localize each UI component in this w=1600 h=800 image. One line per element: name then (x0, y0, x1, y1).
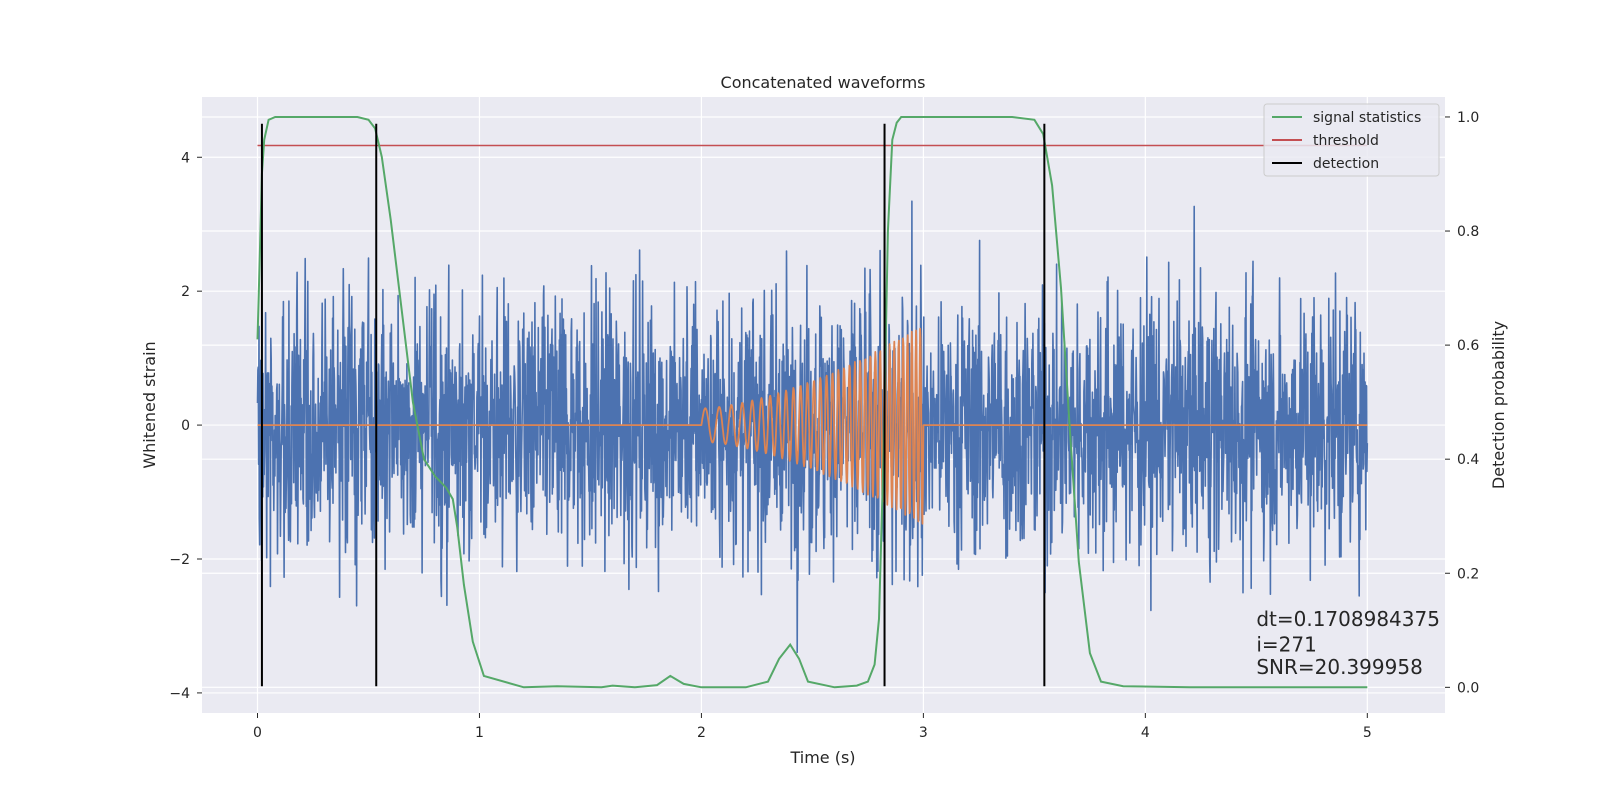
x-tick-label: 5 (1363, 725, 1372, 741)
x-tick-label: 4 (1141, 725, 1150, 741)
annotation-text: dt=0.1708984375 (1256, 607, 1440, 631)
y-tick-label: −2 (169, 552, 190, 568)
y-tick-label: 2 (181, 284, 190, 300)
x-tick-label: 1 (475, 725, 484, 741)
y-tick-label: −4 (169, 686, 190, 702)
detection-lines (260, 123, 1046, 687)
legend-label-signal-statistics: signal statistics (1313, 110, 1421, 126)
y-tick-label: 0 (181, 418, 190, 434)
chart-title: Concatenated waveforms (721, 73, 926, 92)
y-axis-right-ticks: 0.0 0.2 0.4 0.6 0.8 1.0 (1445, 110, 1479, 696)
x-tick-label: 0 (253, 725, 262, 741)
y-right-tick-label: 0.0 (1457, 680, 1479, 696)
annotation-text: i=271 (1256, 632, 1317, 656)
legend: signal statistics threshold detection (1263, 103, 1440, 177)
y-axis-right-label: Detection probability (1489, 321, 1508, 489)
y-right-tick-label: 0.2 (1457, 566, 1479, 582)
y-right-tick-label: 0.6 (1457, 338, 1479, 354)
y-right-tick-label: 0.4 (1457, 452, 1479, 468)
noise-series-line (256, 200, 1369, 654)
legend-label-detection: detection (1313, 156, 1379, 172)
y-tick-label: 4 (181, 150, 190, 166)
annotation-text: SNR=20.399958 (1256, 655, 1422, 679)
legend-box (1263, 103, 1440, 177)
waveform-series-line (257, 327, 1368, 525)
y-axis-left-label: Whitened strain (140, 341, 159, 468)
y-axis-left-ticks: −4 −2 0 2 4 (169, 150, 202, 702)
x-axis-label: Time (s) (789, 748, 855, 767)
x-tick-label: 3 (919, 725, 928, 741)
y-right-tick-label: 0.8 (1457, 224, 1479, 240)
legend-label-threshold: threshold (1313, 133, 1379, 149)
x-axis-ticks: 0 1 2 3 4 5 (253, 713, 1372, 741)
y-right-tick-label: 1.0 (1457, 110, 1479, 126)
x-tick-label: 2 (697, 725, 706, 741)
